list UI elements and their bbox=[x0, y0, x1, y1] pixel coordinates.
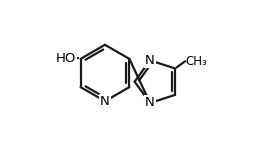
Text: N: N bbox=[145, 97, 155, 110]
Text: N: N bbox=[145, 54, 155, 67]
Text: HO: HO bbox=[56, 52, 76, 65]
Text: CH₃: CH₃ bbox=[186, 55, 208, 68]
Text: N: N bbox=[100, 95, 110, 108]
